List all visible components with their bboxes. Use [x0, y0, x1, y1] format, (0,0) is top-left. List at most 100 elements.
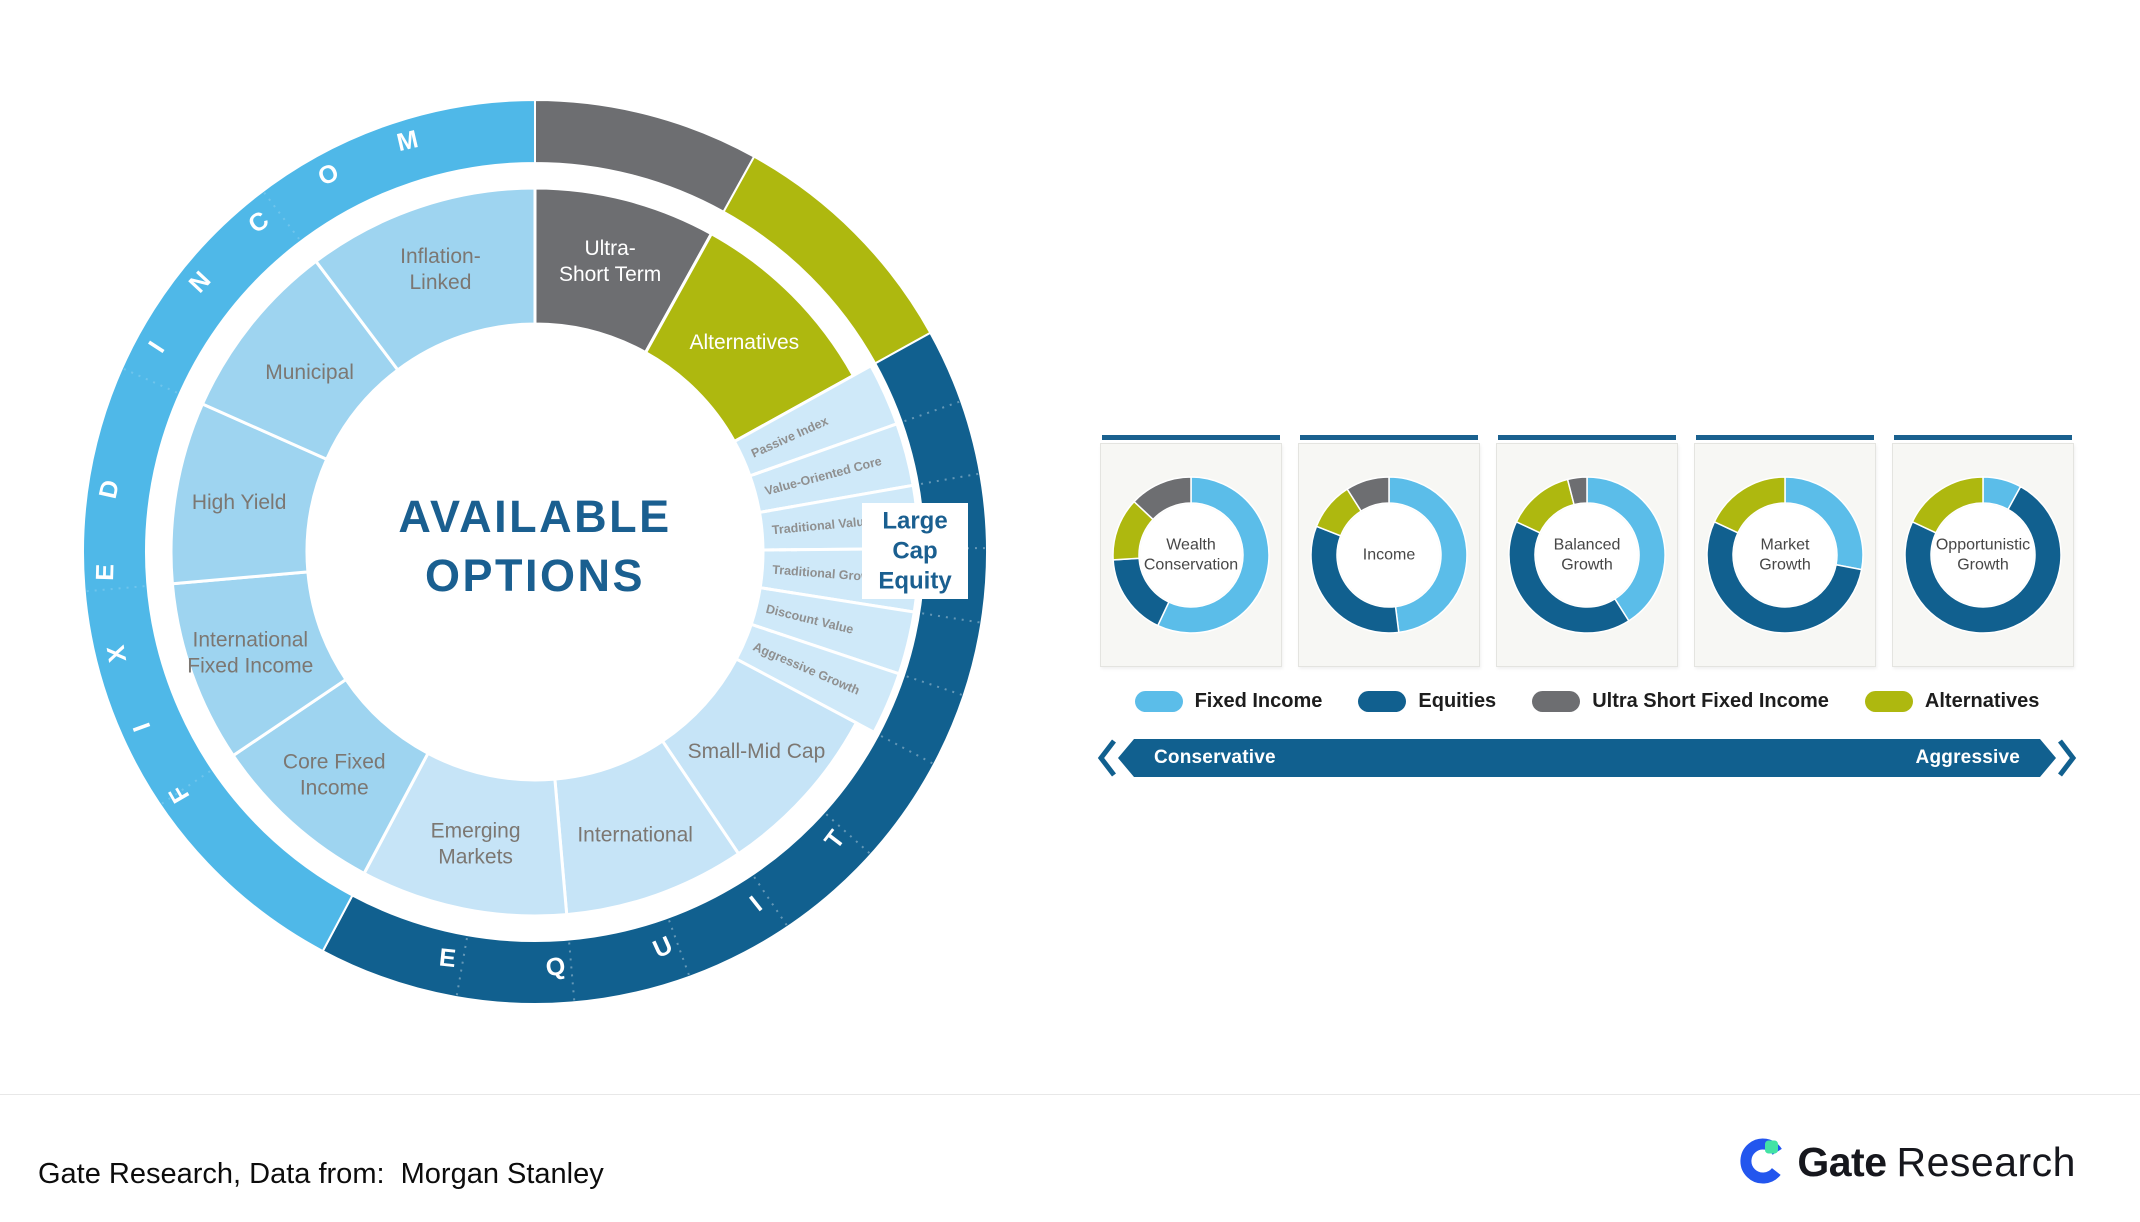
ring-divider — [455, 937, 468, 996]
slice-label: Inflation-Linked — [400, 245, 481, 294]
legend-swatch — [1864, 691, 1913, 712]
slice-label: Emerging Markets — [431, 820, 521, 869]
chevron-right-icon — [2058, 739, 2077, 777]
ring-divider — [86, 585, 145, 593]
slider-aggressive-label: Aggressive — [1915, 747, 2020, 768]
risk-slider: Conservative Aggressive — [1096, 738, 2078, 778]
card-body: Balanced Growth — [1496, 443, 1678, 667]
legend-swatch — [1358, 691, 1407, 712]
donut-segment-fixed-income — [1388, 476, 1468, 634]
dashed-separator — [753, 463, 783, 476]
legend-swatch — [1134, 691, 1183, 712]
slice-label: Alternatives — [689, 331, 799, 354]
chevron-left-icon — [1097, 739, 1116, 777]
legend-label: Ultra Short Fixed Income — [1592, 690, 1829, 712]
donut-hole — [1338, 504, 1440, 606]
donut-hole — [1140, 504, 1242, 606]
legend-item-ultra-short-fixed-income: Ultra Short Fixed Income — [1532, 690, 1829, 713]
profile-card-market-growth: Market Growth — [1694, 435, 1876, 667]
wheel-center — [307, 324, 763, 780]
ring-divider — [880, 735, 933, 765]
slice-label: Small-Mid Cap — [688, 740, 826, 763]
donut-title: Wealth Conservation — [1144, 537, 1238, 574]
donut-title: Opportunistic Growth — [1936, 537, 2030, 574]
dashed-separator — [763, 586, 795, 595]
legend-item-fixed-income: Fixed Income — [1134, 690, 1323, 713]
card-body: Wealth Conservation — [1100, 443, 1282, 667]
donut-chart: Market Growth — [1706, 476, 1864, 634]
ring-divider — [922, 612, 980, 624]
profile-legend: Fixed Income Equities Ultra Short Fixed In… — [1100, 690, 2074, 713]
donut-segment-alternatives — [1713, 476, 1786, 534]
ring-divider — [904, 400, 960, 423]
card-accent-line — [1894, 435, 2072, 440]
donut-segment-alternatives — [1911, 476, 1984, 534]
card-body: Opportunistic Growth — [1892, 443, 2074, 667]
ring-divider — [906, 675, 963, 696]
legend-item-alternatives: Alternatives — [1864, 690, 2040, 713]
donut-hole — [1932, 504, 2034, 606]
ring-divider — [920, 472, 979, 485]
ring-divider — [263, 192, 300, 240]
logo-brand-light: Research — [1896, 1138, 2076, 1185]
dashed-separator — [763, 505, 794, 514]
ring-divider — [753, 876, 788, 926]
card-body: Market Growth — [1694, 443, 1876, 667]
legend-item-equities: Equities — [1358, 690, 1496, 713]
card-accent-line — [1300, 435, 1478, 440]
outer-ring-fixed-income — [82, 98, 536, 953]
source-attribution: Gate Research, Data from: Morgan Stanley — [38, 1158, 604, 1190]
footer-divider — [0, 1094, 2140, 1095]
donut-title: Market Growth — [1759, 537, 1811, 574]
outer-ring-equity — [321, 331, 988, 1005]
allocation-wheel-svg: FIXED INCOMEEQUITYAVAILABLEOPTIONSUltra-… — [80, 90, 988, 1005]
donut-chart: Income — [1310, 476, 1468, 634]
ring-divider — [568, 942, 576, 1001]
donut-title: Income — [1363, 547, 1416, 564]
donut-segment-ultra-short-fixed-income — [1133, 476, 1192, 521]
slice-label: High Yield — [192, 491, 287, 514]
risk-slider-bar: Conservative Aggressive — [1118, 739, 2056, 777]
legend-swatch — [1532, 691, 1581, 712]
donut-chart: Balanced Growth — [1508, 476, 1666, 634]
legend-label: Fixed Income — [1194, 690, 1323, 712]
profile-card-income: Income — [1298, 435, 1480, 667]
profile-card-balanced-growth: Balanced Growth — [1496, 435, 1678, 667]
large-cap-equity-callout-box — [862, 503, 968, 599]
card-accent-line — [1498, 435, 1676, 440]
donut-segment-equities — [1904, 485, 2062, 634]
slice-label: Ultra-Short Term — [559, 237, 661, 286]
legend-label: Equities — [1418, 690, 1497, 712]
dashed-separator — [754, 624, 784, 637]
ring-divider — [825, 813, 871, 854]
slice-label: International — [577, 823, 693, 846]
slider-conservative-label: Conservative — [1154, 747, 1276, 768]
donut-title: Balanced Growth — [1554, 537, 1621, 574]
slice-label: Municipal — [265, 361, 354, 384]
card-accent-line — [1696, 435, 1874, 440]
donut-chart: Wealth Conservation — [1112, 476, 1270, 634]
slice-label: International Fixed Income — [187, 628, 313, 677]
donut-segment-fixed-income — [1586, 476, 1666, 622]
donut-segment-fixed-income — [1156, 476, 1270, 634]
slice-label: Core Fixed Income — [283, 750, 386, 799]
card-accent-line — [1102, 435, 1280, 440]
donut-segment-equities — [1508, 520, 1630, 634]
legend-label: Alternatives — [1924, 690, 2040, 712]
donut-segment-ultra-short-fixed-income — [1346, 476, 1390, 513]
profile-card-opportunistic-growth: Opportunistic Growth — [1892, 435, 2074, 667]
donut-hole — [1536, 504, 1638, 606]
donut-hole — [1734, 504, 1836, 606]
gate-logo-icon — [1740, 1138, 1783, 1184]
ring-divider — [668, 920, 690, 976]
donut-segment-ultra-short-fixed-income — [1566, 476, 1588, 506]
profile-card-wealth-conservation: Wealth Conservation — [1100, 435, 1282, 667]
logo-brand-bold: Gate — [1797, 1138, 1887, 1185]
wheel-center-title: AVAILABLE OPTIONS — [398, 491, 671, 601]
ring-divider — [123, 368, 178, 394]
card-body: Income — [1298, 443, 1480, 667]
donut-segment-equities — [1706, 520, 1863, 634]
ring-divider — [161, 770, 211, 805]
donut-chart: Opportunistic Growth — [1904, 476, 2062, 634]
